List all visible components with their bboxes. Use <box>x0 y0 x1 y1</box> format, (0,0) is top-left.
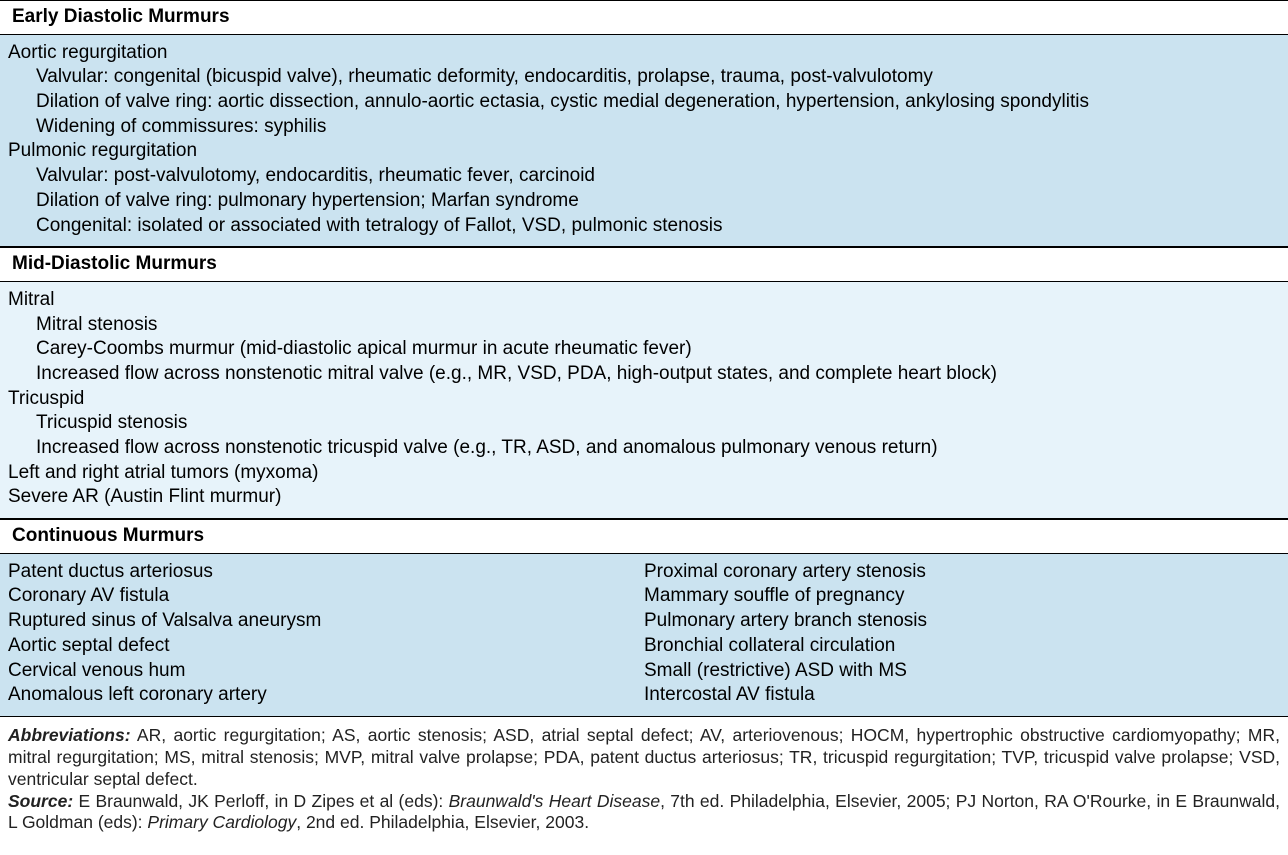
list-item: Dilation of valve ring: aortic dissectio… <box>8 90 1280 115</box>
source-line: Source: E Braunwald, JK Perloff, in D Zi… <box>8 791 1280 835</box>
list-item: Carey-Coombs murmur (mid-diastolic apica… <box>8 337 1280 362</box>
section-body: MitralMitral stenosisCarey-Coombs murmur… <box>0 282 1288 519</box>
column: Proximal coronary artery stenosisMammary… <box>644 560 1280 708</box>
list-item: Mammary souffle of pregnancy <box>644 584 1280 609</box>
list-item: Left and right atrial tumors (myxoma) <box>8 461 1280 486</box>
source-label: Source: <box>8 791 73 811</box>
list-item: Tricuspid <box>8 387 1280 412</box>
section-body: Aortic regurgitationValvular: congenital… <box>0 35 1288 248</box>
section-header: Continuous Murmurs <box>0 519 1288 554</box>
source-text: , 2nd ed. Philadelphia, Elsevier, 2003. <box>296 812 589 832</box>
list-item: Aortic septal defect <box>8 634 644 659</box>
list-item: Severe AR (Austin Flint murmur) <box>8 485 1280 510</box>
list-item: Pulmonic regurgitation <box>8 139 1280 164</box>
abbreviations-text: AR, aortic regurgitation; AS, aortic ste… <box>8 725 1280 789</box>
list-item: Aortic regurgitation <box>8 41 1280 66</box>
source-citation: Primary Cardiology <box>147 812 296 832</box>
list-item: Anomalous left coronary artery <box>8 683 644 708</box>
list-item: Congenital: isolated or associated with … <box>8 214 1280 239</box>
murmurs-classification-table: Early Diastolic MurmursAortic regurgitat… <box>0 0 1288 838</box>
source-citation: Braunwald's Heart Disease <box>449 791 660 811</box>
section-header: Early Diastolic Murmurs <box>0 0 1288 35</box>
list-item: Increased flow across nonstenotic mitral… <box>8 362 1280 387</box>
list-item: Intercostal AV fistula <box>644 683 1280 708</box>
list-item: Cervical venous hum <box>8 659 644 684</box>
list-item: Increased flow across nonstenotic tricus… <box>8 436 1280 461</box>
abbreviations-label: Abbreviations: <box>8 725 131 745</box>
list-item: Bronchial collateral circulation <box>644 634 1280 659</box>
section-header: Mid-Diastolic Murmurs <box>0 247 1288 282</box>
list-item: Mitral <box>8 288 1280 313</box>
list-item: Dilation of valve ring: pulmonary hypert… <box>8 189 1280 214</box>
list-item: Coronary AV fistula <box>8 584 644 609</box>
footnote: Abbreviations: AR, aortic regurgitation;… <box>0 717 1288 838</box>
list-item: Small (restrictive) ASD with MS <box>644 659 1280 684</box>
two-column-list: Patent ductus arteriosusCoronary AV fist… <box>8 560 1280 708</box>
abbreviations-line: Abbreviations: AR, aortic regurgitation;… <box>8 725 1280 791</box>
column: Patent ductus arteriosusCoronary AV fist… <box>8 560 644 708</box>
list-item: Patent ductus arteriosus <box>8 560 644 585</box>
list-item: Mitral stenosis <box>8 313 1280 338</box>
list-item: Valvular: congenital (bicuspid valve), r… <box>8 65 1280 90</box>
list-item: Valvular: post-valvulotomy, endocarditis… <box>8 164 1280 189</box>
list-item: Tricuspid stenosis <box>8 411 1280 436</box>
list-item: Pulmonary artery branch stenosis <box>644 609 1280 634</box>
list-item: Widening of commissures: syphilis <box>8 115 1280 140</box>
list-item: Proximal coronary artery stenosis <box>644 560 1280 585</box>
section-body: Patent ductus arteriosusCoronary AV fist… <box>0 554 1288 717</box>
list-item: Ruptured sinus of Valsalva aneurysm <box>8 609 644 634</box>
source-text: E Braunwald, JK Perloff, in D Zipes et a… <box>73 791 448 811</box>
